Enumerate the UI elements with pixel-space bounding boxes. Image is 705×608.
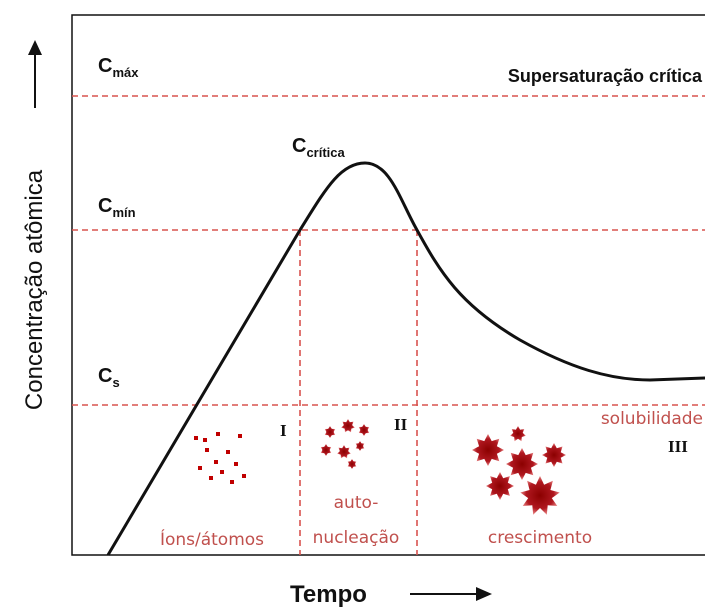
cmax-label: Cmáx: [98, 55, 139, 80]
ion-dot: [226, 450, 230, 454]
crystal: [320, 444, 332, 456]
cmin-label: Cmín: [98, 195, 136, 220]
crystal: [355, 441, 365, 451]
crystal: [506, 448, 538, 480]
phase-label: crescimento: [488, 528, 592, 548]
cs-label: Cs: [98, 365, 120, 390]
crystal: [337, 445, 351, 459]
crystal: [358, 424, 370, 436]
phase-numeral: II: [394, 415, 408, 434]
ion-dot: [238, 434, 242, 438]
ion-dot: [194, 436, 198, 440]
supersaturation-label: Supersaturação crítica: [508, 66, 703, 86]
solubility-label: solubilidade: [601, 409, 703, 429]
ion-dot: [205, 448, 209, 452]
x-axis-label: Tempo: [290, 581, 367, 608]
ion-dot: [234, 462, 238, 466]
phase-label: nucleação: [313, 528, 400, 548]
ion-dot: [203, 438, 207, 442]
crystal: [520, 476, 560, 515]
crystal: [542, 443, 566, 467]
x-axis-arrowhead: [476, 587, 492, 601]
crystal: [486, 472, 514, 500]
ion-dot: [216, 432, 220, 436]
y-axis-label: Concentração atômica: [21, 169, 48, 410]
frame: [71, 14, 705, 556]
phase-label: auto-: [334, 493, 379, 513]
ion-dot: [214, 460, 218, 464]
peak-label: Ccrítica: [292, 135, 346, 160]
concentration-curve: [106, 161, 705, 556]
crystal: [510, 426, 526, 442]
crystal: [341, 419, 355, 433]
y-axis-arrowhead: [28, 40, 42, 55]
ion-dot: [242, 474, 246, 478]
ion-dot: [198, 466, 202, 470]
crystal: [472, 434, 504, 466]
ion-dot: [209, 476, 213, 480]
crystal: [324, 426, 336, 438]
phase-numeral: I: [280, 421, 287, 440]
ion-dot: [230, 480, 234, 484]
phase-label: Íons/átomos: [160, 528, 264, 550]
crystal: [347, 459, 357, 469]
phase-numeral: III: [668, 437, 688, 456]
ion-dot: [220, 470, 224, 474]
